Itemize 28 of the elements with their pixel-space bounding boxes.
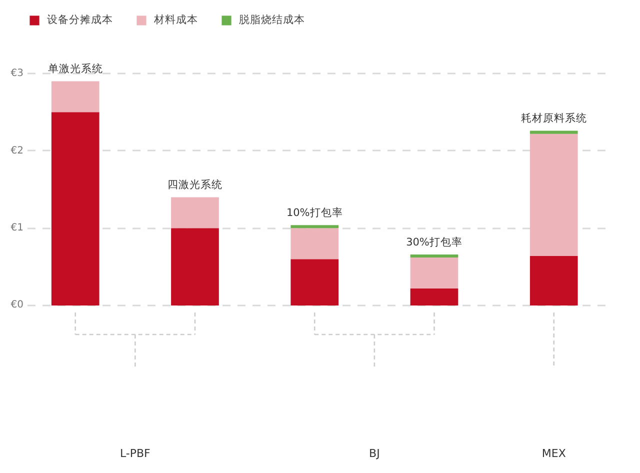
text: MEX (542, 447, 566, 460)
bar (51, 112, 100, 306)
legend-label: 材料成本 (154, 13, 198, 27)
y-tick-label: €0 (10, 300, 24, 310)
x-tick-label: 单激光系统 (48, 62, 103, 76)
bar (410, 254, 458, 258)
y-tick-label: €1 (10, 222, 24, 234)
bar (530, 256, 578, 306)
x-tick-label: 四激光系统 (167, 178, 222, 192)
y-tick-label: €3 (10, 68, 24, 79)
bar (410, 288, 458, 306)
x-tick-label: 10%打包率 (286, 206, 343, 220)
bar (51, 81, 100, 112)
y-tick-label: €2 (10, 145, 24, 156)
bar (530, 130, 578, 134)
legend-label: 设备分摊成本 (47, 13, 113, 27)
bar (410, 258, 458, 288)
x-tick-label: 耗材原料系统 (520, 112, 587, 125)
x-tick-label: 30%打包率 (406, 235, 462, 248)
bar (171, 228, 219, 306)
bar (530, 134, 578, 256)
legend-label: 脱脂烧结成本 (239, 13, 305, 27)
bar (290, 228, 339, 260)
text: L-PBF (120, 447, 150, 460)
bar (290, 225, 339, 228)
bar (171, 197, 219, 228)
text: BJ (369, 447, 380, 460)
bar (290, 259, 339, 306)
